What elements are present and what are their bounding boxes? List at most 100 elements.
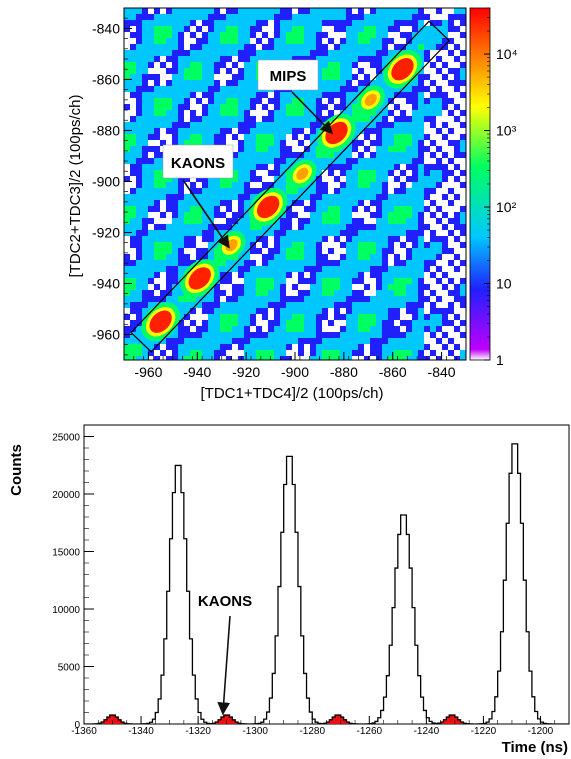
heatmap-cell xyxy=(130,182,136,188)
heatmap-cell xyxy=(436,260,442,266)
heatmap-cell xyxy=(352,68,358,74)
heatmap-cell xyxy=(460,314,466,320)
heatmap-cell xyxy=(448,98,454,104)
heatmap-cell xyxy=(370,38,376,44)
heatmap-cell xyxy=(136,266,142,272)
heatmap-cell xyxy=(286,122,292,128)
heatmap-cell xyxy=(334,26,340,32)
heatmap-cell xyxy=(286,146,292,152)
heatmap-cell xyxy=(202,242,208,248)
heatmap-cell xyxy=(298,290,304,296)
heatmap-cell xyxy=(442,242,448,248)
heatmap-cell xyxy=(352,206,358,212)
heatmap-cell xyxy=(346,230,352,236)
heatmap-cell xyxy=(376,44,382,50)
heatmap-cell xyxy=(376,320,382,326)
heatmap-cell xyxy=(454,290,460,296)
heatmap-cell xyxy=(454,278,460,284)
heatmap-cell xyxy=(334,86,340,92)
heatmap-cell xyxy=(352,248,358,254)
heatmap-cell xyxy=(310,104,316,110)
heatmap-cell xyxy=(316,8,322,14)
heatmap-cell xyxy=(364,266,370,272)
heatmap-cell xyxy=(268,98,274,104)
heatmap-cell xyxy=(448,86,454,92)
heatmap-cell xyxy=(430,218,436,224)
heatmap-cell xyxy=(328,314,334,320)
heatmap-cell xyxy=(292,326,298,332)
heatmap-cell xyxy=(160,344,166,350)
heatmap-cell xyxy=(178,218,184,224)
heatmap-cell xyxy=(376,80,382,86)
heatmap-cell xyxy=(184,44,190,50)
heatmap-cell xyxy=(316,350,322,356)
heatmap-cell xyxy=(178,230,184,236)
heatmap-cell xyxy=(418,194,424,200)
heatmap-cell xyxy=(370,314,376,320)
heatmap-cell xyxy=(406,350,412,356)
histogram-x-tick-label: -1300 xyxy=(242,726,268,737)
heatmap-cell xyxy=(232,164,238,170)
heatmap-cell xyxy=(436,302,442,308)
heatmap-cell xyxy=(346,200,352,206)
heatmap-cell xyxy=(232,122,238,128)
heatmap-cell xyxy=(130,314,136,320)
heatmap-cell xyxy=(160,266,166,272)
heatmap-cell xyxy=(130,8,136,14)
heatmap-cell xyxy=(370,80,376,86)
heatmap-cell xyxy=(136,236,142,242)
heatmap-cell xyxy=(166,212,172,218)
heatmap-cell xyxy=(448,176,454,182)
heatmap-cell xyxy=(238,188,244,194)
heatmap-cell xyxy=(184,32,190,38)
heatmap-cell xyxy=(448,20,454,26)
heatmap-cell xyxy=(412,248,418,254)
heatmap-cell xyxy=(376,176,382,182)
heatmap-cell xyxy=(412,116,418,122)
heatmap-cell xyxy=(280,218,286,224)
heatmap-cell xyxy=(460,248,466,254)
mips-arrow xyxy=(291,91,334,135)
heatmap-cell xyxy=(238,182,244,188)
heatmap-cell xyxy=(436,248,442,254)
heatmap-cell xyxy=(424,344,430,350)
heatmap-cell xyxy=(196,236,202,242)
heatmap-cell xyxy=(442,338,448,344)
heatmap-cell xyxy=(154,86,160,92)
heatmap-cell xyxy=(442,332,448,338)
heatmap-cell xyxy=(244,218,250,224)
heatmap-cell xyxy=(226,272,232,278)
heatmap-cell xyxy=(172,200,178,206)
heatmap-cell xyxy=(334,218,340,224)
heatmap-cell xyxy=(454,188,460,194)
heatmap-cell xyxy=(292,266,298,272)
heatmap-cell xyxy=(166,122,172,128)
heatmap-cell xyxy=(256,44,262,50)
heatmap-cell xyxy=(238,92,244,98)
heatmap-cell xyxy=(454,326,460,332)
heatmap-cell xyxy=(262,104,268,110)
heatmap-cell xyxy=(388,284,394,290)
heatmap-cell xyxy=(346,224,352,230)
heatmap-cell xyxy=(346,212,352,218)
heatmap-cell xyxy=(220,308,226,314)
heatmap-cell xyxy=(172,230,178,236)
heatmap-cell xyxy=(250,254,256,260)
heatmap-cell xyxy=(172,20,178,26)
heatmap-cell xyxy=(382,248,388,254)
heatmap-cell xyxy=(412,26,418,32)
heatmap-cell xyxy=(244,38,250,44)
heatmap-cell xyxy=(370,134,376,140)
heatmap-cell xyxy=(214,122,220,128)
heatmap-cell xyxy=(250,152,256,158)
heatmap-cell xyxy=(142,230,148,236)
heatmap-cell xyxy=(346,56,352,62)
heatmap-cell xyxy=(424,74,430,80)
heatmap-cell xyxy=(424,302,430,308)
heatmap-cell xyxy=(364,8,370,14)
heatmap-cell xyxy=(184,176,190,182)
heatmap-cell xyxy=(340,146,346,152)
heatmap-cell xyxy=(340,38,346,44)
heatmap-cell xyxy=(184,296,190,302)
heatmap-cell xyxy=(172,356,178,360)
